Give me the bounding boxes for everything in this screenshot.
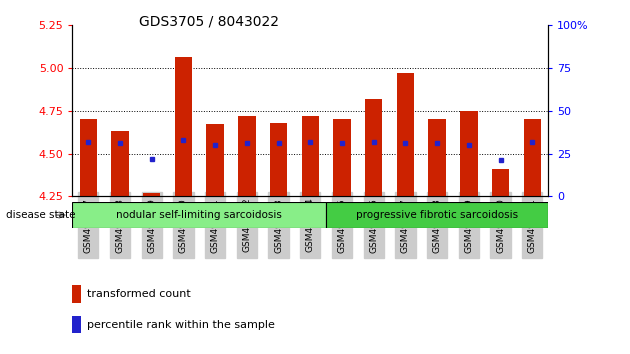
Bar xyxy=(365,99,382,196)
Text: transformed count: transformed count xyxy=(87,289,190,299)
Bar xyxy=(397,73,414,196)
Bar xyxy=(302,116,319,196)
Bar xyxy=(460,110,478,196)
Bar xyxy=(72,316,81,333)
Bar xyxy=(326,202,548,228)
Bar xyxy=(72,202,326,228)
Bar xyxy=(207,124,224,196)
Bar xyxy=(79,119,97,196)
Text: disease state: disease state xyxy=(6,210,76,220)
Text: progressive fibrotic sarcoidosis: progressive fibrotic sarcoidosis xyxy=(356,210,518,220)
Bar xyxy=(143,193,161,196)
Text: GDS3705 / 8043022: GDS3705 / 8043022 xyxy=(139,14,278,28)
Bar xyxy=(175,57,192,196)
Bar xyxy=(72,285,81,303)
Bar xyxy=(112,131,129,196)
Bar xyxy=(333,119,351,196)
Bar xyxy=(238,116,256,196)
Bar xyxy=(428,119,446,196)
Text: nodular self-limiting sarcoidosis: nodular self-limiting sarcoidosis xyxy=(117,210,282,220)
Bar xyxy=(524,119,541,196)
Bar xyxy=(492,169,509,196)
Bar xyxy=(270,122,287,196)
Text: percentile rank within the sample: percentile rank within the sample xyxy=(87,320,275,330)
